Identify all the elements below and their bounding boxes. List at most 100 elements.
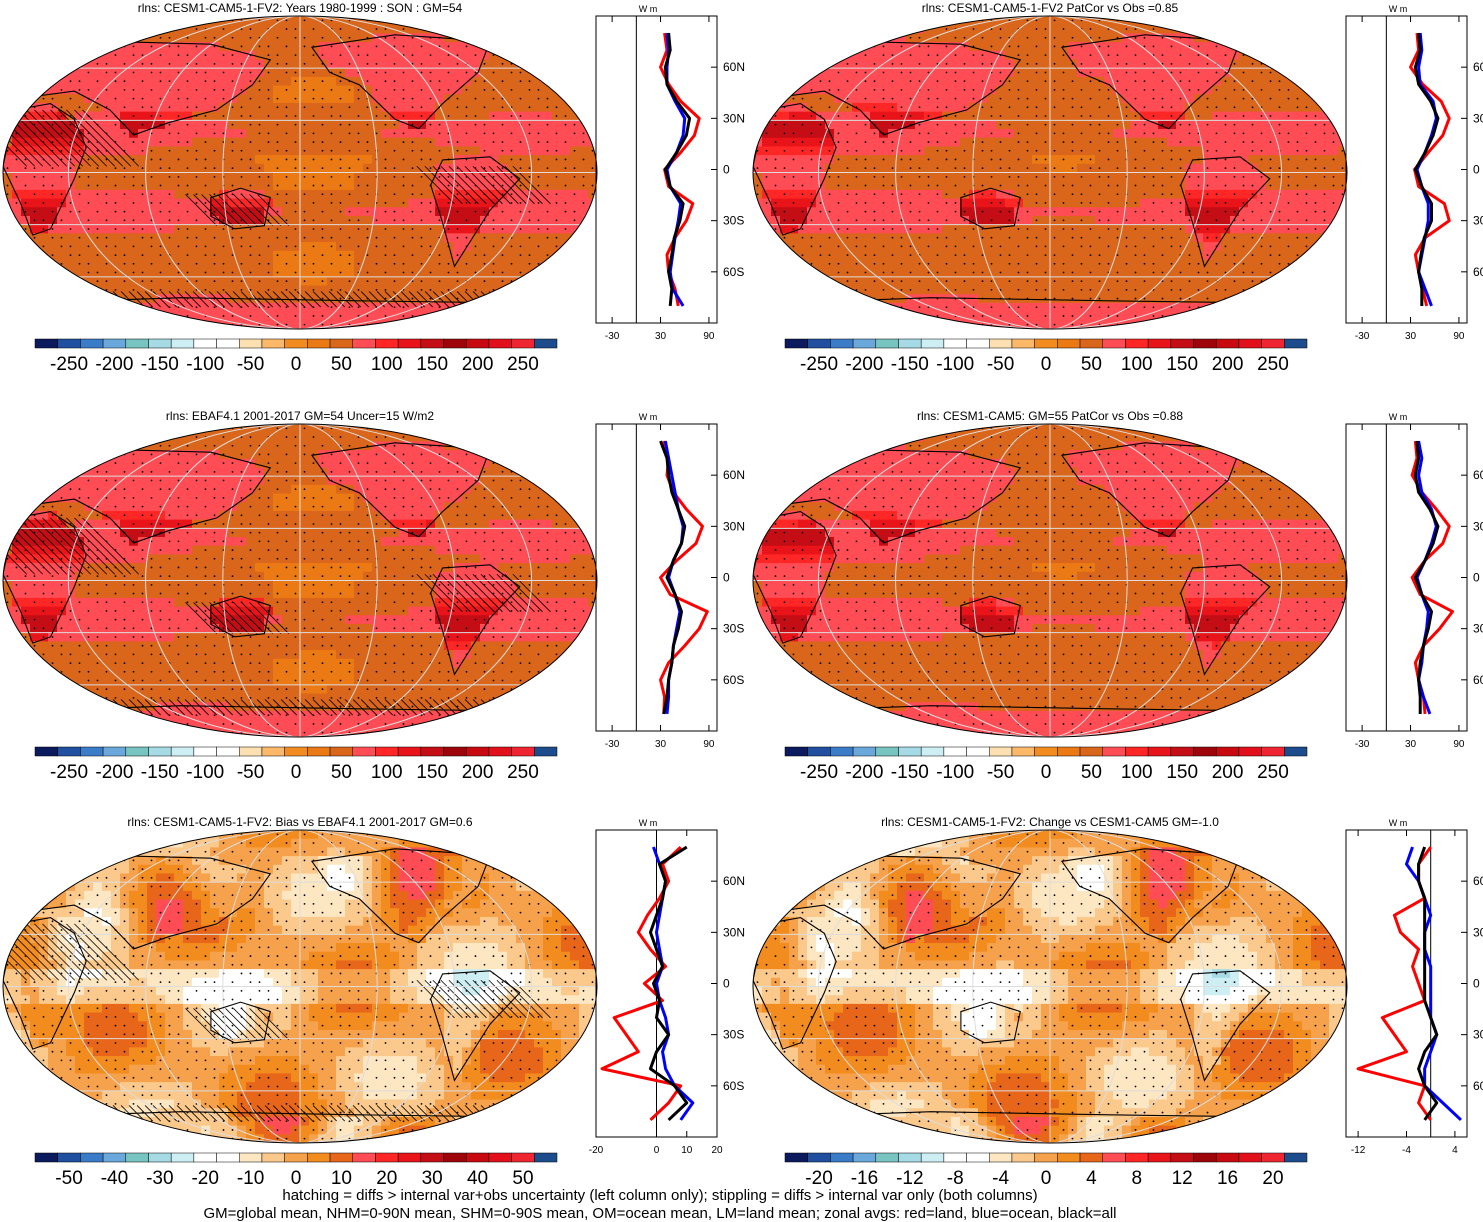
stipple-dot — [565, 80, 567, 82]
stipple-dot — [304, 80, 306, 82]
stipple-dot — [331, 306, 333, 308]
map-cell — [318, 86, 328, 95]
stipple-dot — [520, 72, 522, 74]
stipple-dot — [34, 324, 36, 326]
map-cell — [237, 225, 247, 234]
map-cell — [201, 259, 211, 268]
map-cell — [453, 242, 463, 251]
stipple-dot — [385, 54, 387, 56]
map-cell — [1212, 25, 1222, 34]
stipple-dot — [565, 98, 567, 100]
stipple-dot — [7, 80, 9, 82]
map-cell — [48, 68, 58, 77]
stipple-dot — [448, 263, 450, 265]
map-cell — [762, 25, 772, 34]
stipple-dot — [151, 72, 153, 74]
stipple-dot — [475, 124, 477, 126]
map-cell — [390, 199, 400, 208]
map-cell — [291, 129, 301, 138]
stipple-dot — [286, 46, 288, 48]
stipple-dot — [277, 98, 279, 100]
map-cell — [165, 68, 175, 77]
stipple-dot — [7, 54, 9, 56]
stipple-dot — [340, 246, 342, 248]
stipple-dot — [34, 254, 36, 256]
stipple-dot — [448, 272, 450, 274]
stipple-dot — [223, 315, 225, 317]
map-cell — [798, 33, 808, 42]
stipple-dot — [484, 89, 486, 91]
map-cell — [780, 138, 790, 147]
stipple-dot — [259, 46, 261, 48]
map-cell — [12, 294, 22, 303]
map-cell — [552, 42, 562, 51]
map-cell — [933, 86, 943, 95]
map-cell — [525, 155, 535, 164]
map-cell — [480, 303, 490, 312]
map-cell — [996, 59, 1006, 68]
stipple-dot — [322, 141, 324, 143]
map-cell — [21, 242, 31, 251]
map-cell — [201, 86, 211, 95]
stipple-dot — [169, 150, 171, 152]
stipple-dot — [412, 106, 414, 108]
stipple-dot — [16, 324, 18, 326]
map-cell — [1113, 68, 1123, 77]
map-cell — [1023, 129, 1033, 138]
stipple-dot — [196, 306, 198, 308]
stipple-dot — [7, 228, 9, 230]
stipple-dot — [574, 19, 576, 21]
stipple-dot — [277, 167, 279, 169]
map-cell — [300, 199, 310, 208]
map-cell — [228, 129, 238, 138]
stipple-dot — [583, 46, 585, 48]
stipple-dot — [466, 89, 468, 91]
map-cell — [1212, 51, 1222, 60]
map-cell — [1302, 33, 1312, 42]
map-cell — [174, 146, 184, 155]
stipple-dot — [97, 193, 99, 195]
map-cell — [1266, 33, 1276, 42]
stipple-dot — [241, 289, 243, 291]
map-cell — [861, 16, 871, 25]
stipple-dot — [187, 141, 189, 143]
stipple-dot — [565, 272, 567, 274]
map-cell — [579, 277, 589, 286]
map-cell — [219, 320, 229, 329]
map-cell — [570, 33, 580, 42]
stipple-dot — [250, 124, 252, 126]
map-cell — [75, 294, 85, 303]
map-cell — [1050, 25, 1060, 34]
map-cell — [1194, 59, 1204, 68]
map-cell — [3, 25, 13, 34]
map-cell — [1329, 103, 1339, 112]
stipple-dot — [79, 176, 81, 178]
map-cell — [870, 33, 880, 42]
map-cell — [543, 25, 553, 34]
map-cell — [516, 103, 526, 112]
map-cell — [888, 112, 898, 121]
map-cell — [753, 16, 763, 25]
stipple-dot — [439, 193, 441, 195]
colorbar-swatch — [35, 339, 58, 348]
map-cell — [408, 129, 418, 138]
map-cell — [543, 155, 553, 164]
stipple-dot — [538, 54, 540, 56]
stipple-dot — [385, 159, 387, 161]
map-cell — [1311, 86, 1321, 95]
stipple-dot — [61, 89, 63, 91]
stipple-dot — [322, 324, 324, 326]
stipple-dot — [502, 254, 504, 256]
stipple-dot — [106, 306, 108, 308]
stipple-dot — [430, 228, 432, 230]
map-cell — [84, 320, 94, 329]
stipple-dot — [277, 254, 279, 256]
map-cell — [84, 164, 94, 173]
stipple-dot — [493, 98, 495, 100]
map-cell — [174, 207, 184, 216]
map-cell — [3, 251, 13, 260]
map-cell — [516, 33, 526, 42]
map-cell — [1248, 68, 1258, 77]
map-cell — [3, 294, 13, 303]
map-cell — [1311, 42, 1321, 51]
